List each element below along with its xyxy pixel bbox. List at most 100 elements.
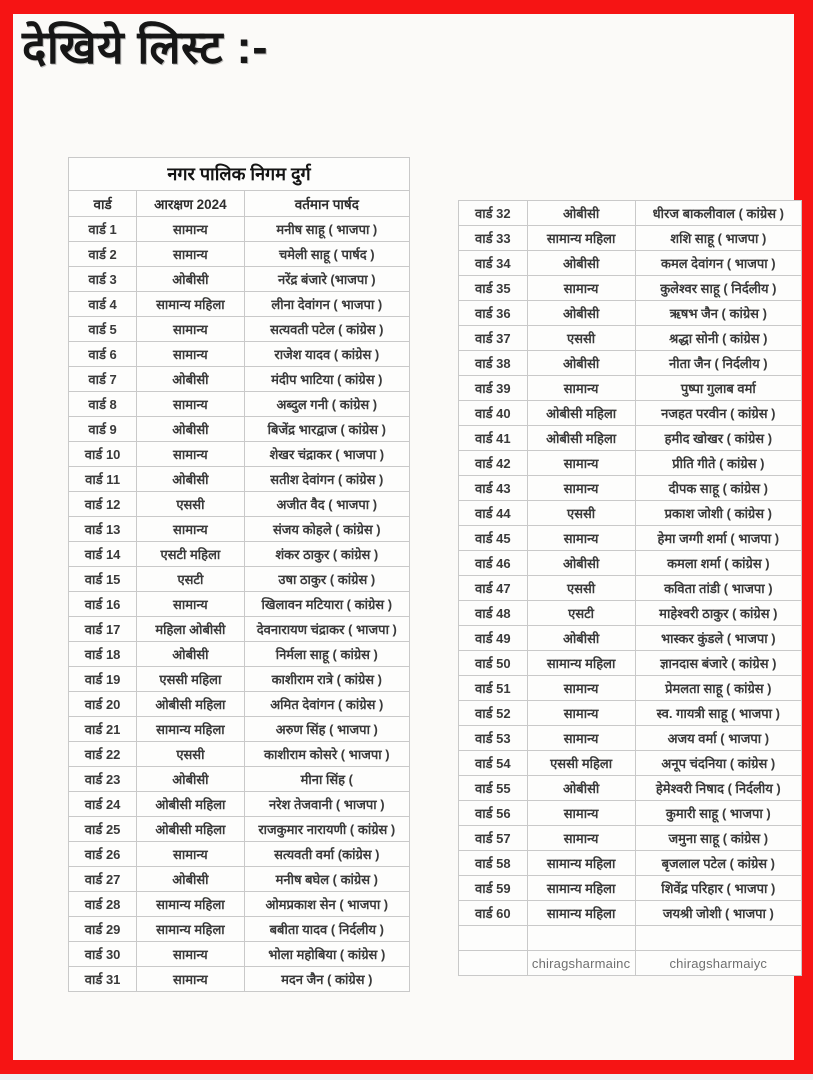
ward-cell: वार्ड 36: [458, 300, 528, 326]
councillor-cell: राजेश यादव ( कांग्रेस ): [243, 341, 411, 367]
reservation-cell: सामान्य महिला: [526, 225, 636, 251]
ward-rows-right: वार्ड 32 ओबीसी धीरज बाकलीवाल ( कांग्रेस ) व…: [458, 200, 803, 976]
councillor-cell: निर्मला साहू ( कांग्रेस ): [243, 641, 411, 667]
councillor-cell: धीरज बाकलीवाल ( कांग्रेस ): [634, 200, 803, 226]
reservation-cell: सामान्य: [526, 725, 636, 751]
reservation-cell: ओबीसी महिला: [526, 400, 636, 426]
table-row: वार्ड 54 एससी महिला अनूप चंदनिया ( कांग्रे…: [458, 750, 803, 776]
table-row: वार्ड 15 एसटी उषा ठाकुर ( कांग्रेस ): [67, 566, 411, 592]
table-header-row: वार्ड आरक्षण 2024 वर्तमान पार्षद: [67, 190, 411, 217]
table-row: वार्ड 31 सामान्य मदन जैन ( कांग्रेस ): [67, 966, 411, 992]
table-row: वार्ड 48 एसटी माहेश्वरी ठाकुर ( कांग्रेस ): [458, 600, 803, 626]
ward-cell: वार्ड 11: [67, 466, 138, 492]
councillor-cell: हेमेश्वरी निषाद ( निर्दलीय ): [634, 775, 803, 801]
table-row: वार्ड 18 ओबीसी निर्मला साहू ( कांग्रेस ): [67, 641, 411, 667]
table-row: वार्ड 29 सामान्य महिला बबीता यादव ( निर्दल…: [67, 916, 411, 942]
table-row: वार्ड 35 सामान्य कुलेश्वर साहू ( निर्दलीय …: [458, 275, 803, 301]
table-row: वार्ड 14 एसटी महिला शंकर ठाकुर ( कांग्रेस …: [67, 541, 411, 567]
table-row: वार्ड 43 सामान्य दीपक साहू ( कांग्रेस ): [458, 475, 803, 501]
bottom-margin-strip: [0, 1074, 813, 1080]
reservation-cell: सामान्य महिला: [136, 716, 245, 742]
ward-cell: वार्ड 53: [458, 725, 528, 751]
councillor-cell: सत्यवती वर्मा (कांग्रेस ): [243, 841, 411, 867]
table-row: वार्ड 49 ओबीसी भास्कर कुंडले ( भाजपा ): [458, 625, 803, 651]
table-row: वार्ड 57 सामान्य जमुना साहू ( कांग्रेस ): [458, 825, 803, 851]
header-councillor: वर्तमान पार्षद: [243, 190, 411, 217]
councillor-cell: [634, 925, 803, 951]
ward-cell: वार्ड 45: [458, 525, 528, 551]
table-row: वार्ड 7 ओबीसी मंदीप भाटिया ( कांग्रेस ): [67, 366, 411, 392]
reservation-cell: [526, 925, 636, 951]
reservation-cell: सामान्य महिला: [526, 850, 636, 876]
councillor-cell: कुमारी साहू ( भाजपा ): [634, 800, 803, 826]
table-row: वार्ड 20 ओबीसी महिला अमित देवांगन ( कांग्र…: [67, 691, 411, 717]
reservation-cell: सामान्य: [526, 525, 636, 551]
table-row: वार्ड 11 ओबीसी सतीश देवांगन ( कांग्रेस ): [67, 466, 411, 492]
ward-cell: वार्ड 22: [67, 741, 138, 767]
councillor-cell: माहेश्वरी ठाकुर ( कांग्रेस ): [634, 600, 803, 626]
councillor-cell: अब्दुल गनी ( कांग्रेस ): [243, 391, 411, 417]
table-row: वार्ड 56 सामान्य कुमारी साहू ( भाजपा ): [458, 800, 803, 826]
ward-cell: वार्ड 27: [67, 866, 138, 892]
table-title-row: नगर पालिक निगम दुर्ग: [68, 157, 410, 191]
reservation-cell: महिला ओबीसी: [136, 616, 245, 642]
councillor-cell: अरुण सिंह ( भाजपा ): [243, 716, 411, 742]
table-row: वार्ड 52 सामान्य स्व. गायत्री साहू ( भाजपा…: [458, 700, 803, 726]
councillor-cell: संजय कोहले ( कांग्रेस ): [243, 516, 411, 542]
ward-cell: वार्ड 10: [67, 441, 138, 467]
ward-cell: वार्ड 32: [458, 200, 528, 226]
reservation-cell: एसटी: [136, 566, 245, 592]
table-row: वार्ड 4 सामान्य महिला लीना देवांगन ( भाजपा…: [67, 291, 411, 317]
councillor-cell: अमित देवांगन ( कांग्रेस ): [243, 691, 411, 717]
reservation-cell: सामान्य: [136, 241, 245, 267]
table-row: वार्ड 1 सामान्य मनीष साहू ( भाजपा ): [67, 216, 411, 242]
reservation-cell: ओबीसी: [136, 266, 245, 292]
reservation-cell: सामान्य: [526, 475, 636, 501]
table-row: वार्ड 40 ओबीसी महिला नजहत परवीन ( कांग्रेस…: [458, 400, 803, 426]
councillor-cell: खिलावन मटियारा ( कांग्रेस ): [243, 591, 411, 617]
councillor-cell: अनूप चंदनिया ( कांग्रेस ): [634, 750, 803, 776]
councillor-cell: प्रीति गीते ( कांग्रेस ): [634, 450, 803, 476]
ward-cell: वार्ड 46: [458, 550, 528, 576]
councillor-cell: chiragsharmaiyc: [634, 950, 803, 976]
ward-cell: वार्ड 50: [458, 650, 528, 676]
ward-cell: वार्ड 21: [67, 716, 138, 742]
reservation-cell: ओबीसी: [526, 250, 636, 276]
ward-cell: वार्ड 23: [67, 766, 138, 792]
councillor-cell: मीना सिंह (: [243, 766, 411, 792]
reservation-cell: ओबीसी: [526, 775, 636, 801]
table-row: वार्ड 16 सामान्य खिलावन मटियारा ( कांग्रेस…: [67, 591, 411, 617]
table-row: वार्ड 21 सामान्य महिला अरुण सिंह ( भाजपा ): [67, 716, 411, 742]
table-row: वार्ड 30 सामान्य भोला महोबिया ( कांग्रेस ): [67, 941, 411, 967]
councillor-cell: शेखर चंद्राकर ( भाजपा ): [243, 441, 411, 467]
councillor-cell: मनीष साहू ( भाजपा ): [243, 216, 411, 242]
reservation-cell: ओबीसी: [136, 766, 245, 792]
ward-cell: वार्ड 51: [458, 675, 528, 701]
councillor-cell: कविता तांडी ( भाजपा ): [634, 575, 803, 601]
reservation-cell: एससी: [526, 500, 636, 526]
ward-cell: वार्ड 59: [458, 875, 528, 901]
ward-cell: वार्ड 49: [458, 625, 528, 651]
header-reservation: आरक्षण 2024: [136, 190, 245, 217]
table-row: वार्ड 27 ओबीसी मनीष बघेल ( कांग्रेस ): [67, 866, 411, 892]
ward-cell: वार्ड 43: [458, 475, 528, 501]
ward-cell: वार्ड 13: [67, 516, 138, 542]
ward-cell: वार्ड 48: [458, 600, 528, 626]
reservation-cell: ओबीसी: [526, 200, 636, 226]
councillor-cell: श्रद्धा सोनी ( कांग्रेस ): [634, 325, 803, 351]
councillor-cell: शशि साहू ( भाजपा ): [634, 225, 803, 251]
ward-cell: वार्ड 28: [67, 891, 138, 917]
reservation-cell: ओबीसी महिला: [526, 425, 636, 451]
ward-cell: वार्ड 33: [458, 225, 528, 251]
reservation-cell: ओबीसी: [136, 466, 245, 492]
councillor-cell: सतीश देवांगन ( कांग्रेस ): [243, 466, 411, 492]
reservation-cell: सामान्य: [136, 316, 245, 342]
table-row: वार्ड 41 ओबीसी महिला हमीद खोखर ( कांग्रेस …: [458, 425, 803, 451]
table-row: वार्ड 32 ओबीसी धीरज बाकलीवाल ( कांग्रेस ): [458, 200, 803, 226]
reservation-cell: एससी: [136, 491, 245, 517]
councillor-cell: सत्यवती पटेल ( कांग्रेस ): [243, 316, 411, 342]
reservation-cell: ओबीसी: [526, 625, 636, 651]
table-row: वार्ड 39 सामान्य पुष्पा गुलाब वर्मा: [458, 375, 803, 401]
councillor-cell: कुलेश्वर साहू ( निर्दलीय ): [634, 275, 803, 301]
